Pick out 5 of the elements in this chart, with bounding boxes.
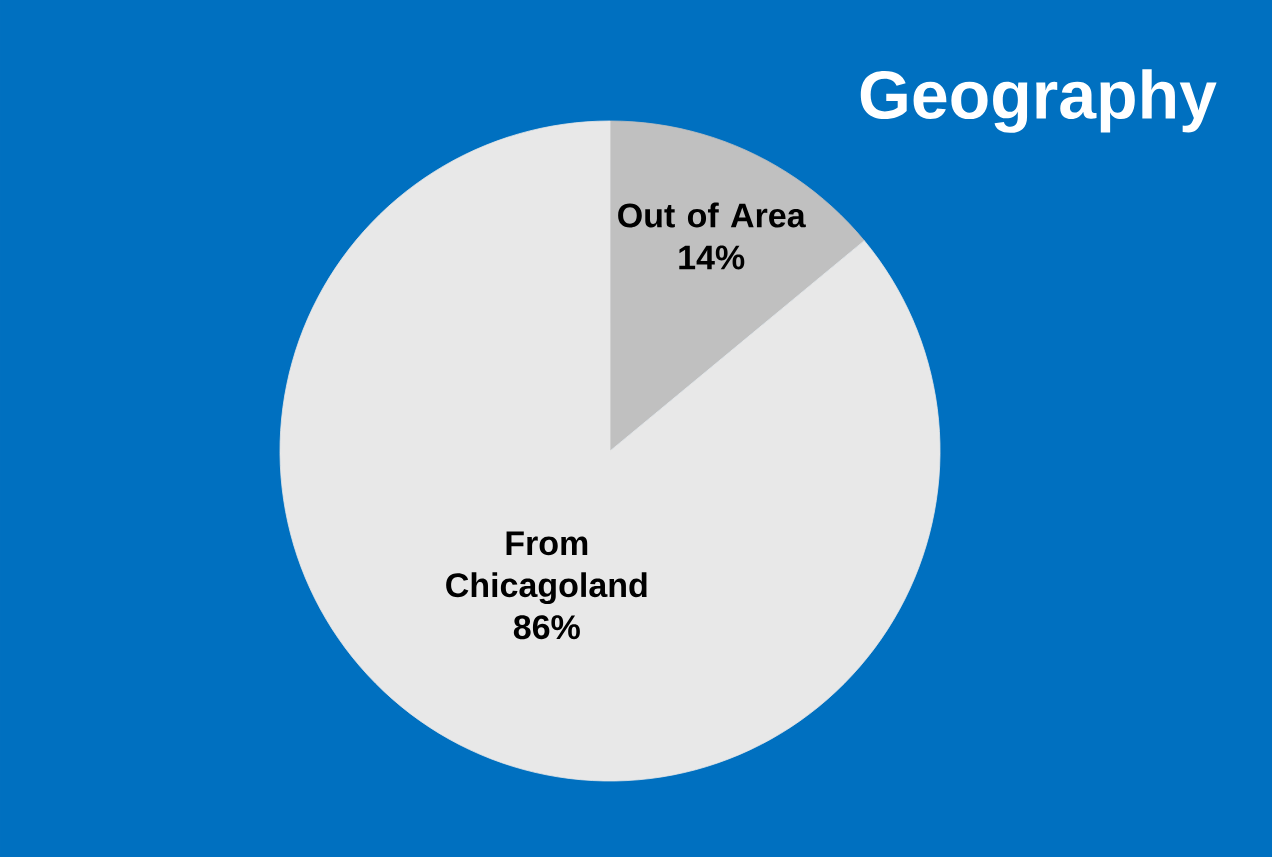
data-label: 14% [679,245,745,270]
slice-label: Out of Area [618,202,806,228]
data-label: 86% [513,615,580,640]
chart-title: Geography [860,69,1217,133]
slice-label: From Chicagoland [446,531,647,605]
